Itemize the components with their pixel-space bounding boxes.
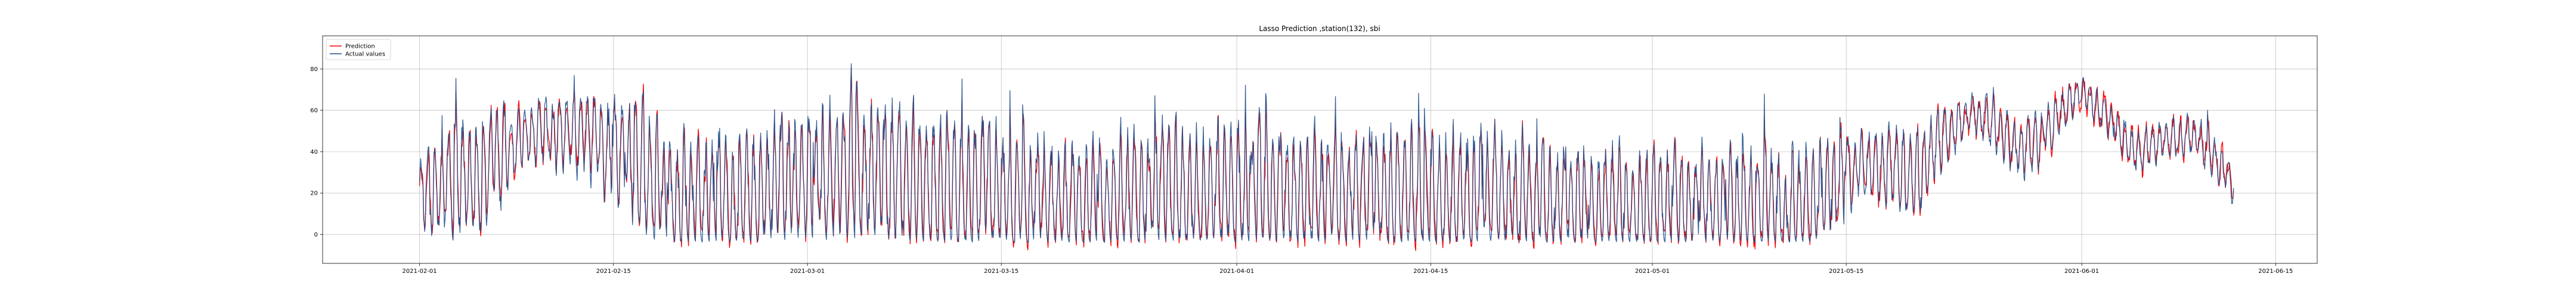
y-tick-label: 40 xyxy=(310,149,318,155)
x-tick-label: 2021-06-15 xyxy=(2258,268,2293,275)
y-tick-label: 20 xyxy=(310,191,318,197)
actual-values-series-line xyxy=(419,63,2234,243)
x-tick-label: 2021-06-01 xyxy=(2064,268,2099,275)
x-tick-label: 2021-02-15 xyxy=(596,268,631,275)
chart-title: Lasso Prediction ,station(132), sbi xyxy=(1259,24,1380,33)
legend-label: Prediction xyxy=(345,44,375,50)
x-tick-label: 2021-04-01 xyxy=(1219,268,1254,275)
x-tick-label: 2021-05-01 xyxy=(1635,268,1670,275)
y-tick-label: 80 xyxy=(310,66,318,73)
x-tick-label: 2021-04-15 xyxy=(1413,268,1448,275)
axes-frame xyxy=(322,35,2318,264)
plot-area: 2021-02-01 2021-02-15 2021-03-01 2021-03-15… xyxy=(310,35,2318,275)
legend-box xyxy=(326,39,391,60)
y-tick-label: 60 xyxy=(310,108,318,114)
legend-label: Actual values xyxy=(345,51,385,58)
x-tick-label: 2021-03-01 xyxy=(790,268,825,275)
x-tick-label: 2021-05-15 xyxy=(1829,268,1863,275)
x-tick-label: 2021-02-01 xyxy=(402,268,437,275)
x-tick-label: 2021-03-15 xyxy=(984,268,1018,275)
y-tick-label: 0 xyxy=(314,232,318,238)
